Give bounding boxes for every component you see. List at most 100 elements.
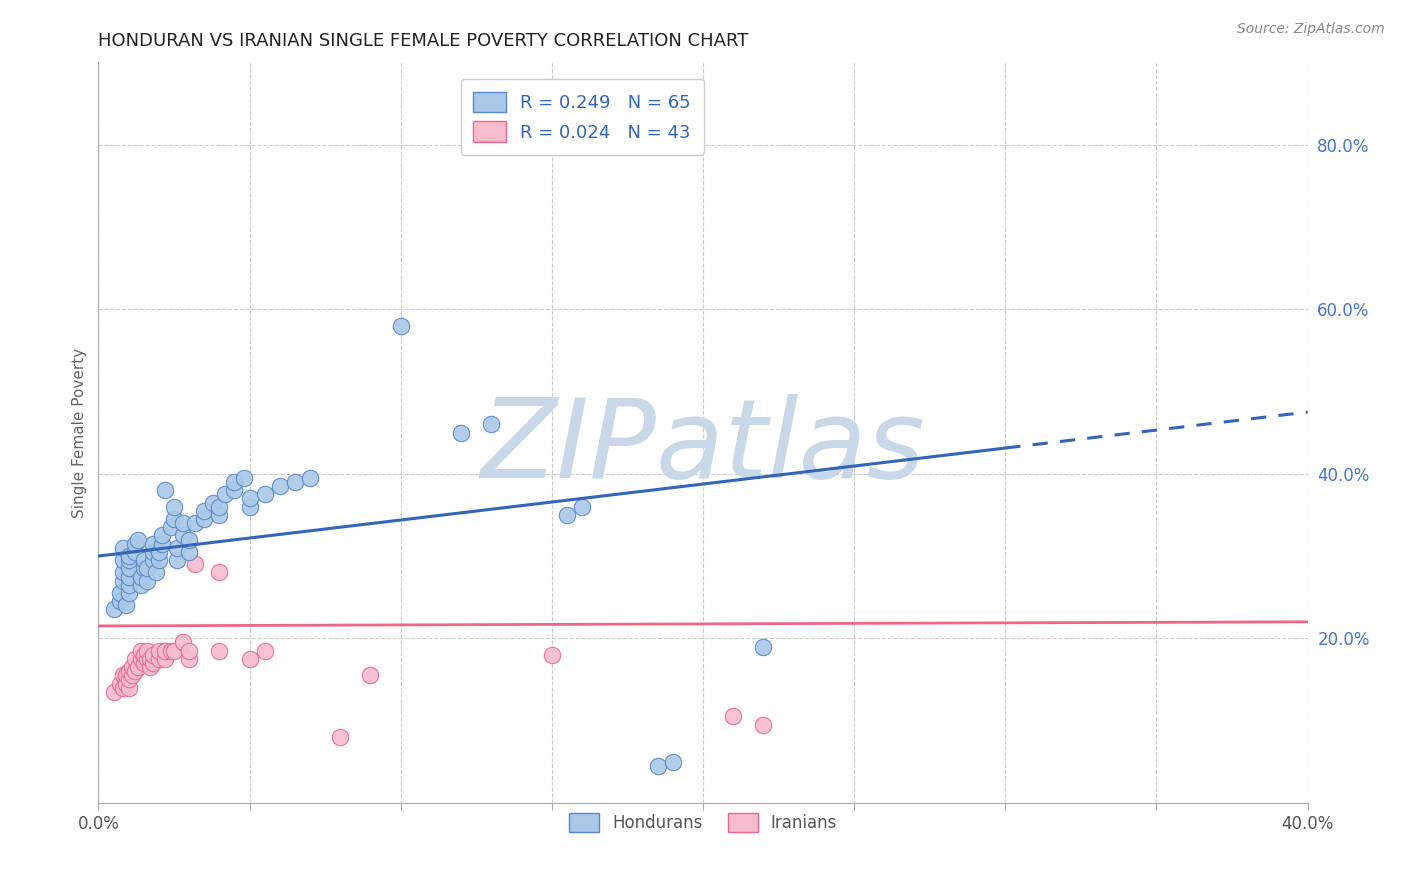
Point [661, 755, 683, 769]
Point [647, 758, 669, 772]
Point [142, 536, 165, 550]
Point [114, 676, 136, 690]
Point [172, 528, 194, 542]
Point [269, 479, 291, 493]
Point [224, 483, 246, 498]
Point [208, 566, 231, 580]
Point [179, 652, 201, 666]
Point [108, 586, 131, 600]
Point [132, 648, 155, 662]
Point [163, 643, 186, 657]
Point [121, 668, 143, 682]
Point [111, 541, 134, 555]
Text: Source: ZipAtlas.com: Source: ZipAtlas.com [1237, 22, 1385, 37]
Point [723, 709, 745, 723]
Point [299, 471, 322, 485]
Point [184, 516, 207, 530]
Point [142, 553, 165, 567]
Point [132, 561, 155, 575]
Point [179, 643, 201, 657]
Point [124, 652, 146, 666]
Point [389, 318, 412, 333]
Point [360, 668, 382, 682]
Point [103, 602, 125, 616]
Point [118, 561, 141, 575]
Point [481, 417, 503, 432]
Point [139, 660, 162, 674]
Point [148, 545, 170, 559]
Point [135, 643, 157, 657]
Point [135, 652, 157, 666]
Point [160, 643, 183, 657]
Point [208, 643, 231, 657]
Point [163, 512, 186, 526]
Point [108, 676, 131, 690]
Point [253, 643, 276, 657]
Y-axis label: Single Female Poverty: Single Female Poverty [72, 348, 87, 517]
Text: ZIPatlas: ZIPatlas [481, 394, 925, 501]
Point [111, 553, 134, 567]
Point [214, 487, 236, 501]
Point [135, 574, 157, 588]
Point [118, 578, 141, 592]
Point [193, 504, 215, 518]
Point [114, 668, 136, 682]
Point [329, 730, 352, 744]
Point [127, 660, 149, 674]
Point [124, 536, 146, 550]
Point [108, 594, 131, 608]
Point [752, 640, 775, 654]
Point [135, 561, 157, 575]
Point [208, 500, 231, 514]
Point [153, 483, 176, 498]
Point [153, 652, 176, 666]
Point [202, 495, 225, 509]
Point [179, 545, 201, 559]
Point [139, 652, 162, 666]
Point [114, 599, 136, 613]
Point [129, 569, 152, 583]
Point [224, 475, 246, 489]
Point [450, 425, 472, 440]
Point [232, 471, 254, 485]
Point [239, 652, 262, 666]
Point [132, 553, 155, 567]
Point [111, 574, 134, 588]
Point [118, 586, 141, 600]
Point [193, 512, 215, 526]
Point [540, 648, 562, 662]
Point [145, 566, 167, 580]
Point [179, 533, 201, 547]
Point [163, 500, 186, 514]
Point [150, 528, 173, 542]
Point [121, 660, 143, 674]
Point [239, 500, 262, 514]
Point [103, 685, 125, 699]
Point [124, 664, 146, 678]
Point [148, 652, 170, 666]
Point [118, 673, 141, 687]
Point [111, 681, 134, 695]
Text: HONDURAN VS IRANIAN SINGLE FEMALE POVERTY CORRELATION CHART: HONDURAN VS IRANIAN SINGLE FEMALE POVERT… [98, 32, 749, 50]
Point [160, 520, 183, 534]
Point [153, 643, 176, 657]
Point [752, 717, 775, 731]
Point [148, 643, 170, 657]
Point [555, 508, 578, 522]
Point [253, 487, 276, 501]
Point [111, 668, 134, 682]
Legend: Hondurans, Iranians: Hondurans, Iranians [562, 806, 844, 838]
Point [571, 500, 593, 514]
Point [142, 656, 165, 670]
Point [118, 681, 141, 695]
Point [127, 533, 149, 547]
Point [208, 508, 231, 522]
Point [129, 643, 152, 657]
Point [118, 664, 141, 678]
Point [150, 536, 173, 550]
Point [118, 549, 141, 563]
Point [142, 545, 165, 559]
Point [148, 553, 170, 567]
Point [118, 569, 141, 583]
Point [129, 578, 152, 592]
